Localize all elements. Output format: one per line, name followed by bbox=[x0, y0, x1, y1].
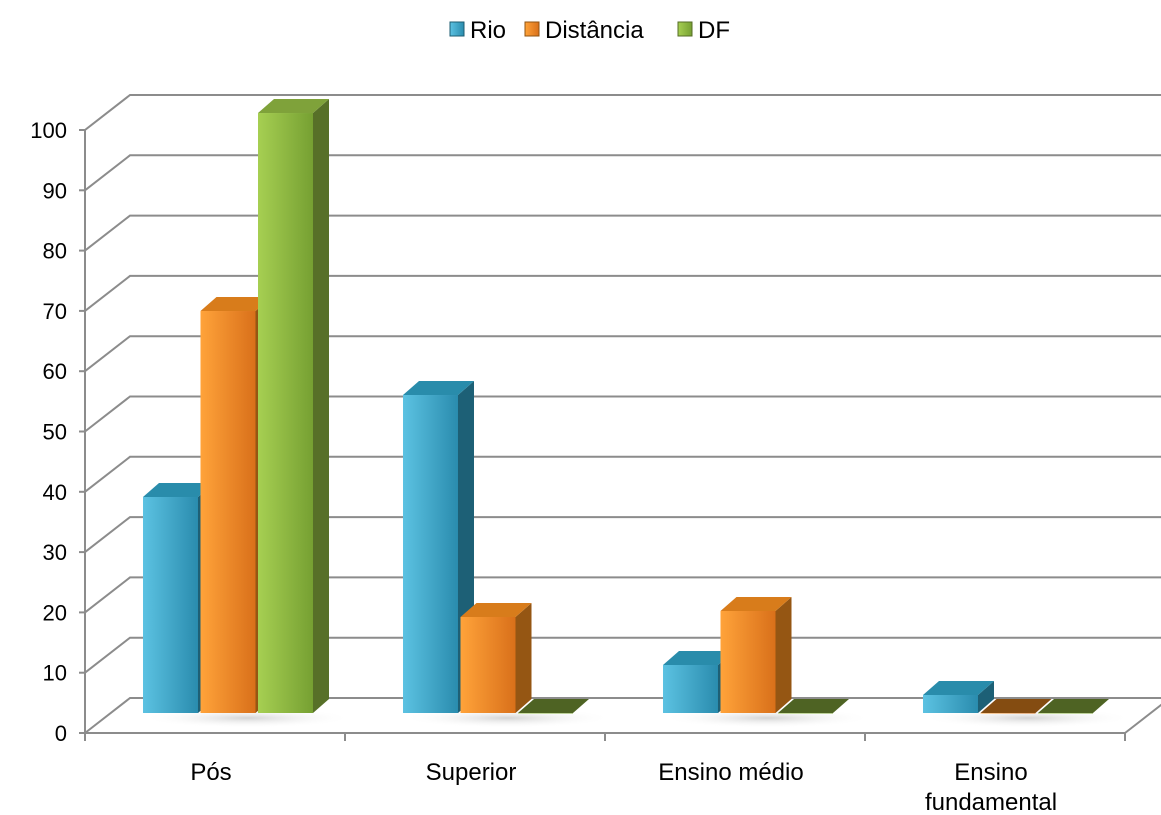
bar-front bbox=[1038, 713, 1093, 714]
y-tick-label: 0 bbox=[55, 721, 67, 746]
bar-front bbox=[403, 395, 458, 713]
gridlines bbox=[84, 94, 1161, 734]
x-category-label: fundamental bbox=[925, 789, 1057, 815]
legend-item: Rio bbox=[449, 17, 506, 44]
bar-top bbox=[663, 651, 734, 666]
bar-front bbox=[143, 497, 198, 713]
gridline bbox=[84, 576, 1161, 614]
bar-top bbox=[258, 99, 329, 114]
bar-top bbox=[143, 483, 214, 498]
bar bbox=[1038, 699, 1109, 714]
legend-label: Rio bbox=[470, 17, 506, 44]
bar-top bbox=[518, 699, 589, 713]
x-category-label: Pós bbox=[190, 759, 231, 786]
axes bbox=[79, 129, 1161, 741]
bar-top bbox=[200, 297, 272, 312]
y-tick-label: 30 bbox=[43, 540, 67, 565]
bar-top bbox=[980, 699, 1052, 713]
gridline bbox=[84, 395, 1161, 433]
bars bbox=[142, 99, 1133, 728]
y-tick-label: 70 bbox=[43, 299, 67, 324]
gridline bbox=[84, 636, 1161, 674]
x-category-label: Superior bbox=[426, 759, 517, 786]
bar bbox=[518, 699, 589, 714]
bar bbox=[923, 681, 994, 713]
legend-swatch bbox=[677, 21, 693, 37]
y-tick-label: 10 bbox=[43, 661, 67, 686]
bar-front bbox=[720, 611, 776, 713]
x-category-label: Ensino médio bbox=[658, 759, 803, 786]
bar bbox=[720, 597, 792, 713]
gridline bbox=[84, 274, 1161, 312]
legend-item: Distância bbox=[524, 17, 644, 44]
legend-swatch bbox=[524, 21, 540, 37]
y-tick-label: 90 bbox=[43, 178, 67, 203]
y-tick-label: 40 bbox=[43, 480, 67, 505]
bar-top bbox=[778, 699, 849, 713]
y-tick-label: 50 bbox=[43, 420, 67, 445]
bar-front bbox=[980, 713, 1036, 714]
bar-side bbox=[775, 597, 792, 713]
legend-item: DF bbox=[677, 17, 730, 44]
axis-labels: 0 10 20 30 40 50 60 70 80 90 100 Pós Superior Ensino … bbox=[30, 118, 1057, 815]
bar-top bbox=[1038, 699, 1109, 713]
bar-front bbox=[518, 713, 573, 714]
gridline bbox=[84, 516, 1161, 553]
gridline bbox=[84, 335, 1161, 372]
bar-front bbox=[258, 113, 313, 713]
gridline bbox=[84, 94, 1161, 131]
legend-swatch bbox=[449, 21, 465, 37]
y-tick-label: 80 bbox=[43, 239, 67, 264]
gridline bbox=[84, 154, 1161, 192]
bar-front bbox=[663, 665, 718, 713]
x-category-label: Ensino bbox=[954, 759, 1027, 786]
y-tick-label: 60 bbox=[43, 359, 67, 384]
y-tick-label: 100 bbox=[30, 118, 67, 143]
bar-top bbox=[403, 381, 474, 396]
bar bbox=[460, 603, 532, 713]
bar-front bbox=[460, 617, 516, 713]
legend-label: Distância bbox=[545, 17, 644, 44]
bar-side bbox=[515, 603, 532, 713]
bar-side bbox=[313, 99, 329, 713]
bar bbox=[980, 699, 1052, 714]
bar-top bbox=[923, 681, 994, 696]
legend: Rio Distância DF bbox=[449, 17, 730, 44]
bar-top bbox=[460, 603, 532, 618]
bar-side bbox=[978, 681, 994, 713]
bar bbox=[778, 699, 849, 714]
gridline bbox=[84, 214, 1161, 252]
gridline bbox=[84, 697, 1161, 734]
bar-front bbox=[923, 695, 978, 713]
bar bbox=[258, 99, 329, 713]
bar-front bbox=[200, 311, 256, 713]
bar-top bbox=[720, 597, 792, 612]
gridline bbox=[84, 455, 1161, 493]
floor-right-edge bbox=[1124, 703, 1161, 734]
y-tick-label: 20 bbox=[43, 600, 67, 625]
bar-front bbox=[778, 713, 833, 714]
legend-label: DF bbox=[698, 17, 730, 44]
